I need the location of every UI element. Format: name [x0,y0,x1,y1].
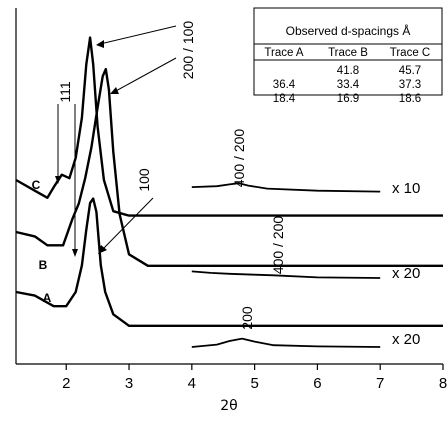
table-body: 41.8 45.7 36.4 33.4 37.3 18.4 16.9 18.6 [273,65,421,105]
multiplier-label-group: x 20 x 20 x 10 [392,180,420,348]
trace-c-multiplier: x 10 [392,180,420,197]
table-col-c: Trace C [390,47,430,59]
trace-a-line [15,197,443,327]
trace-b-line [15,67,443,267]
x-tick-label-6: 6 [313,375,321,392]
peak-label-c-400-200: 400 / 200 [231,129,247,188]
trace-label-group: A B C [32,178,52,305]
x-tick-group: 2 3 4 5 6 7 8 [62,364,447,392]
trace-c-label: C [32,178,41,192]
x-tick-label-3: 3 [125,375,133,392]
trace-b-multiplier: x 20 [392,265,420,282]
table-cell: 45.7 [399,65,421,77]
annotation-200-100: 200 / 100 [96,21,196,94]
table-cell: 37.3 [399,79,421,91]
arrowhead-100 [98,245,107,254]
trace-c-line [15,36,443,217]
table-cell: 33.4 [337,79,360,91]
trace-c-inset-line [191,182,381,193]
arrow-200-100-upper [99,25,177,45]
annotation-100-label: 100 [136,168,152,192]
arrowhead-200-100-upper [96,40,104,48]
table-cell: 18.6 [399,93,421,105]
peak-label-a-200: 200 [239,306,255,330]
annotation-200-100-label: 200 / 100 [180,21,196,80]
annotation-111: 111 [55,81,78,257]
x-tick-label-8: 8 [439,375,447,392]
trace-b-inset-line [191,270,381,279]
table-frame [253,7,443,96]
x-tick-label-5: 5 [250,375,258,392]
arrowhead-111-right [72,249,78,257]
x-tick-label-4: 4 [188,375,196,392]
trace-a-label: A [43,291,52,305]
trace-a-multiplier: x 20 [392,331,420,348]
peak-label-b-400-200: 400 / 200 [270,216,286,275]
table-cell: 18.4 [273,93,296,105]
trace-group [15,36,443,348]
x-tick-label-7: 7 [376,375,384,392]
table-cell: 16.9 [337,93,359,105]
trace-b-label: B [39,258,48,272]
table-col-b: Trace B [328,47,368,59]
arrowhead-111-left [55,176,61,184]
table-cell: 41.8 [337,65,359,77]
arrowhead-200-100-lower [110,87,119,94]
annotation-100: 100 [98,168,154,254]
table-col-a: Trace A [264,47,304,59]
annotation-111-label: 111 [57,81,73,102]
d-spacing-table: Observed d-spacings Å Trace A Trace B Tr… [253,7,443,105]
table-title: Observed d-spacings Å [286,23,411,38]
trace-a-inset-line [191,337,381,348]
arrow-100 [101,197,154,251]
x-axis-title: 2θ [220,398,237,414]
x-tick-label-2: 2 [62,375,70,392]
arrow-200-100-lower [113,57,177,93]
table-cell: 36.4 [273,79,296,91]
